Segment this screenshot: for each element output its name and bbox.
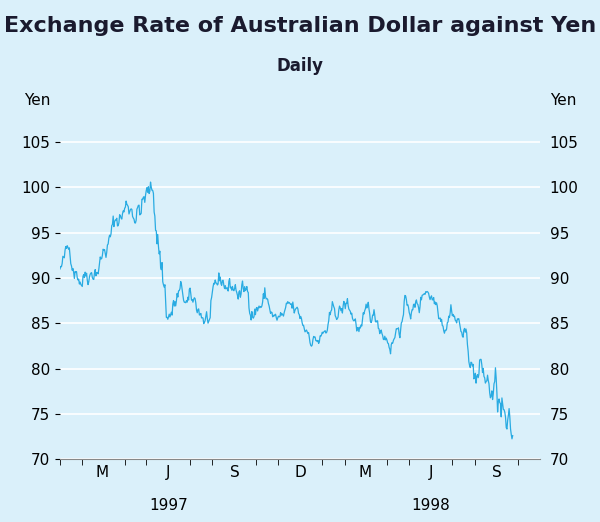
- Text: Yen: Yen: [550, 93, 576, 108]
- Text: 1997: 1997: [149, 498, 188, 513]
- Text: 1998: 1998: [412, 498, 450, 513]
- Text: Daily: Daily: [277, 57, 323, 75]
- Text: Exchange Rate of Australian Dollar against Yen: Exchange Rate of Australian Dollar again…: [4, 16, 596, 35]
- Text: Yen: Yen: [24, 93, 50, 108]
